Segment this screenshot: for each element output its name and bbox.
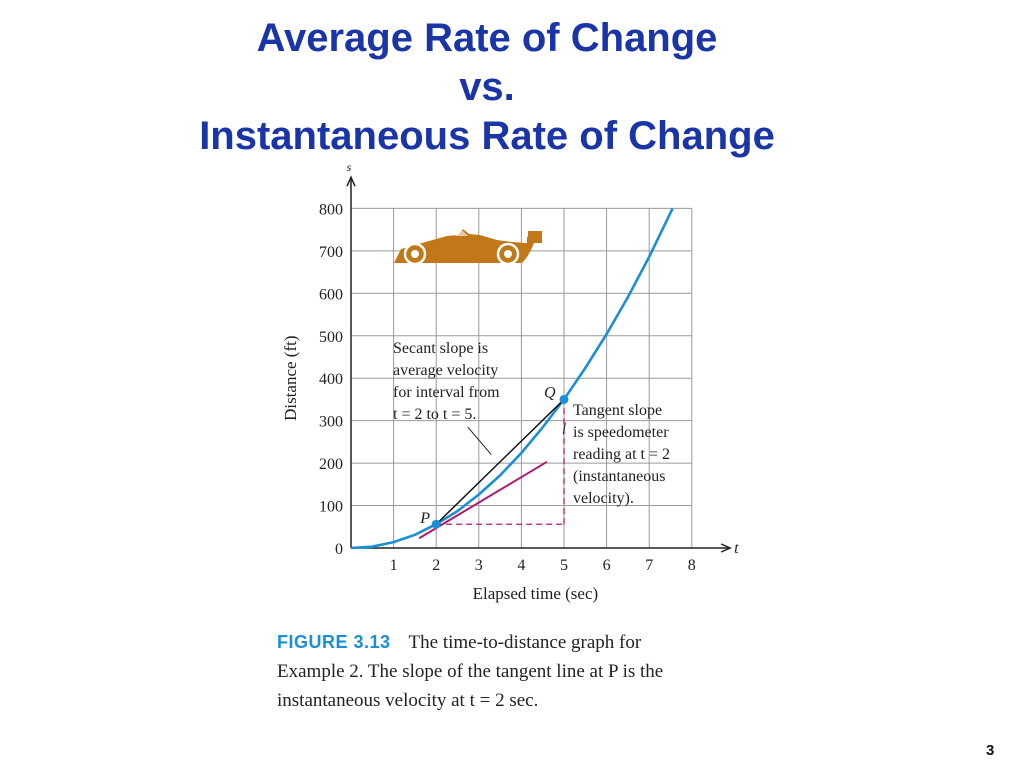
annotation-line: reading at t = 2 — [573, 446, 670, 463]
y-axis-label: Distance (ft) — [281, 335, 300, 420]
secant-annotation: Secant slope is average velocity for inter… — [393, 340, 500, 423]
figure-label: FIGURE 3.13 — [277, 632, 391, 652]
x-tick-label: 1 — [390, 557, 398, 574]
caption-line-2: Example 2. The slope of the tangent line… — [277, 661, 664, 682]
x-tick-label: 5 — [560, 557, 568, 574]
annotation-line: is speedometer — [573, 424, 669, 441]
x-tick-label: 2 — [432, 557, 440, 574]
point-label-q: Q — [544, 384, 556, 401]
y-tick-label: 400 — [319, 371, 343, 388]
chart-grid — [351, 207, 693, 548]
y-tick-label: 200 — [319, 456, 343, 473]
title-line-1: Average Rate of Change — [256, 16, 718, 60]
x-tick-label: 7 — [645, 557, 653, 574]
chart-points: PQ — [419, 384, 569, 529]
point-q — [559, 394, 569, 404]
tangent-annotation: Tangent slope is speedometer reading at t … — [573, 402, 670, 507]
guide-lines — [436, 399, 565, 525]
y-tick-label: 800 — [319, 201, 343, 218]
annotation-line: t = 2 to t = 5. — [393, 406, 476, 423]
y-axis-arrow — [346, 175, 356, 187]
annotation-line: Secant slope is — [393, 340, 488, 357]
annotation-leader — [467, 426, 492, 455]
y-tick-label: 300 — [319, 414, 343, 431]
y-axis-symbol: s — [347, 160, 352, 174]
x-tick-label: 8 — [688, 557, 696, 574]
caption-line-3: instantaneous velocity at t = 2 sec. — [277, 690, 539, 711]
annotation-line: Tangent slope — [573, 402, 662, 419]
x-tick-label: 6 — [603, 557, 611, 574]
y-tick-label: 100 — [319, 499, 343, 516]
y-tick-label: 500 — [319, 329, 343, 346]
title-line-3: Instantaneous Rate of Change — [199, 114, 775, 158]
annotation-leader — [562, 422, 566, 435]
y-tick-label: 600 — [319, 286, 343, 303]
annotation-line: velocity). — [573, 490, 634, 507]
annotation-line: (instantaneous — [573, 468, 665, 485]
chart-annotations: Secant slope is average velocity for inter… — [393, 340, 670, 507]
chart-axes: 1 2 3 4 5 6 7 8 0 100 200 300 400 500 600 700 800 t s Elaps… — [281, 160, 739, 603]
secant-line — [435, 398, 565, 525]
figure-caption: FIGURE 3.13 The time-to-distance graph fo… — [277, 628, 747, 715]
x-tick-label: 4 — [517, 557, 525, 574]
annotation-line: average velocity — [393, 362, 498, 379]
slide-title: Average Rate of Change vs. Instantaneous… — [0, 14, 974, 161]
y-tick-label: 700 — [319, 244, 343, 261]
point-p — [431, 519, 441, 529]
y-tick-label: 0 — [335, 541, 343, 558]
x-axis-arrow — [720, 543, 732, 553]
x-tick-label: 3 — [475, 557, 483, 574]
caption-line-1: The time-to-distance graph for — [408, 632, 642, 653]
title-line-2: vs. — [459, 65, 515, 109]
distance-curve — [350, 207, 674, 550]
x-axis-label: Elapsed time (sec) — [473, 584, 599, 603]
race-car-icon — [394, 229, 542, 266]
point-label-p: P — [419, 510, 430, 527]
page-number: 3 — [986, 742, 995, 759]
annotation-line: for interval from — [393, 384, 500, 401]
x-axis-symbol: t — [734, 540, 739, 557]
